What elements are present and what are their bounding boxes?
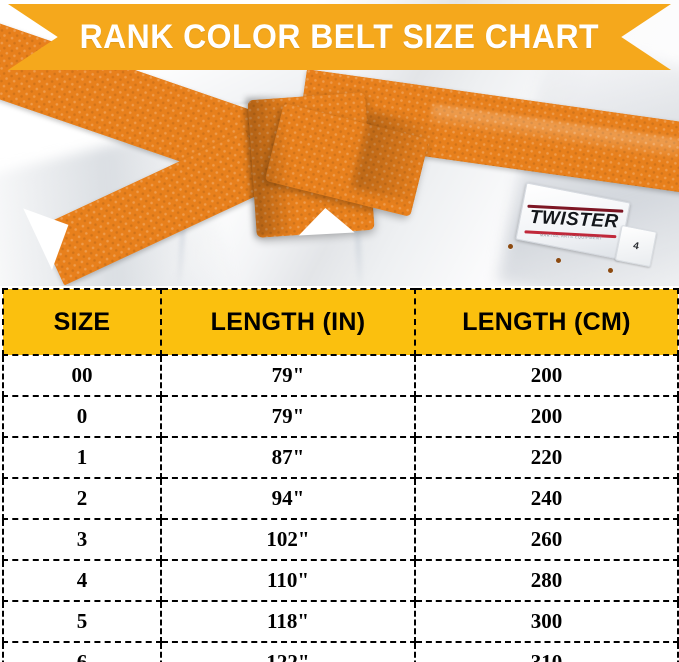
cell-size: 1 xyxy=(2,436,162,479)
belt-knot-notch xyxy=(297,206,355,236)
table-row: 6 122" 310 xyxy=(2,641,679,662)
cell-length-cm: 200 xyxy=(414,395,679,438)
cell-length-in: 87" xyxy=(160,436,416,479)
cell-length-in: 94" xyxy=(160,477,416,520)
table-row: 0 79" 200 xyxy=(2,395,679,438)
cell-size: 00 xyxy=(2,354,162,397)
size-chart-table-container: SIZE LENGTH (IN) LENGTH (CM) 00 79" 200 … xyxy=(2,288,679,662)
table-row: 4 110" 280 xyxy=(2,559,679,602)
cell-length-cm: 240 xyxy=(414,477,679,520)
belt-size-tag: 4 xyxy=(614,224,658,268)
cell-length-cm: 300 xyxy=(414,600,679,643)
brand-tagline: MARTIAL ARTS EQUIPMENT xyxy=(539,232,603,241)
belt-stitch-dot xyxy=(508,244,513,249)
table-row: 00 79" 200 xyxy=(2,354,679,397)
cell-size: 2 xyxy=(2,477,162,520)
table-header-row: SIZE LENGTH (IN) LENGTH (CM) xyxy=(2,288,679,356)
cell-length-in: 102" xyxy=(160,518,416,561)
column-header-length-cm: LENGTH (CM) xyxy=(414,288,679,356)
table-row: 3 102" 260 xyxy=(2,518,679,561)
size-chart-table: SIZE LENGTH (IN) LENGTH (CM) 00 79" 200 … xyxy=(2,288,679,662)
table-row: 1 87" 220 xyxy=(2,436,679,479)
cell-length-in: 79" xyxy=(160,395,416,438)
cell-length-cm: 310 xyxy=(414,641,679,662)
cell-length-in: 79" xyxy=(160,354,416,397)
table-row: 5 118" 300 xyxy=(2,600,679,643)
page-title: RANK COLOR BELT SIZE CHART xyxy=(79,17,600,56)
cell-size: 5 xyxy=(2,600,162,643)
belt-stitch-dot xyxy=(556,258,561,263)
brand-name: TWISTER xyxy=(529,206,620,233)
title-banner: RANK COLOR BELT SIZE CHART xyxy=(8,4,671,70)
cell-size: 4 xyxy=(2,559,162,602)
table-row: 2 94" 240 xyxy=(2,477,679,520)
cell-length-in: 122" xyxy=(160,641,416,662)
cell-length-cm: 200 xyxy=(414,354,679,397)
cell-length-cm: 260 xyxy=(414,518,679,561)
cell-size: 0 xyxy=(2,395,162,438)
table-body: 00 79" 200 0 79" 200 1 87" 220 2 94" xyxy=(2,354,679,662)
cell-size: 3 xyxy=(2,518,162,561)
column-header-size: SIZE xyxy=(2,288,162,356)
belt-stitch-dot xyxy=(608,268,613,273)
table-header: SIZE LENGTH (IN) LENGTH (CM) xyxy=(2,288,679,356)
cell-size: 6 xyxy=(2,641,162,662)
column-header-length-in: LENGTH (IN) xyxy=(160,288,416,356)
cell-length-cm: 280 xyxy=(414,559,679,602)
cell-length-cm: 220 xyxy=(414,436,679,479)
cell-length-in: 110" xyxy=(160,559,416,602)
cell-length-in: 118" xyxy=(160,600,416,643)
